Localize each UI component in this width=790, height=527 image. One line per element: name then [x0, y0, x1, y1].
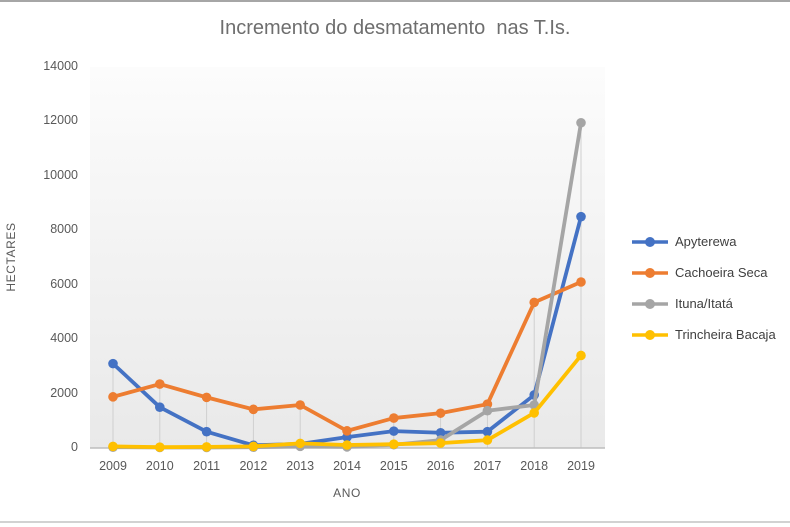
marker-cachoeira-seca-2014	[342, 426, 352, 436]
marker-cachoeira-seca-2018	[529, 297, 539, 308]
marker-cachoeira-seca-2011	[201, 392, 212, 403]
legend-item-cachoeira-seca: Cachoeira Seca	[631, 257, 776, 288]
legend-marker-cachoeira-seca-icon	[632, 267, 668, 278]
marker-ituna-itata-2019	[576, 117, 586, 128]
marker-trincheira-bacaja-2013	[295, 438, 306, 449]
legend-label-ituna-itata: Ituna/Itatá	[675, 296, 733, 311]
legend-marker-ituna-itata-icon	[632, 298, 668, 309]
marker-trincheira-bacaja-2015	[389, 439, 399, 449]
series-trincheira-bacaja	[108, 350, 586, 452]
legend-label-apyterewa: Apyterewa	[675, 234, 737, 249]
legend-item-trincheira-bacaja: Trincheira Bacaja	[631, 319, 776, 350]
x-tick-label-2010: 2010	[145, 459, 174, 473]
x-tick-label-2009: 2009	[99, 459, 127, 473]
y-tick-label-12000: 12000	[43, 113, 78, 128]
legend-marker-apyterewa-icon	[632, 236, 668, 247]
y-tick-label-0: 0	[71, 440, 78, 454]
x-axis-title: ANO	[333, 486, 361, 500]
x-tick-label-2013: 2013	[286, 459, 315, 473]
marker-trincheira-bacaja-2009	[108, 441, 118, 452]
x-tick-label-2017: 2017	[473, 459, 502, 473]
marker-apyterewa-2019	[576, 211, 586, 222]
legend-label-trincheira-bacaja: Trincheira Bacaja	[675, 327, 776, 342]
marker-trincheira-bacaja-2017	[482, 435, 493, 445]
legend-marker-trincheira-bacaja-icon	[632, 329, 668, 340]
marker-cachoeira-seca-2009	[108, 392, 118, 402]
y-tick-label-10000: 10000	[43, 167, 78, 182]
x-tick-label-2014: 2014	[333, 459, 361, 473]
marker-cachoeira-seca-2013	[295, 400, 306, 410]
marker-apyterewa-2010	[155, 402, 165, 412]
legend: Apyterewa Cachoeira Seca Ituna/Itatá Trinch…	[631, 226, 776, 350]
plot-background	[90, 67, 605, 448]
x-tick-label-2019: 2019	[567, 459, 595, 473]
marker-cachoeira-seca-2015	[389, 413, 399, 423]
chart-title: Incremento do desmatamento nas T.Is.	[219, 17, 571, 39]
marker-trincheira-bacaja-2014	[342, 440, 352, 450]
window-bottom-border	[0, 521, 790, 523]
legend-label-cachoeira-seca: Cachoeira Seca	[675, 265, 768, 280]
marker-cachoeira-seca-2019	[576, 277, 586, 287]
marker-cachoeira-seca-2012	[248, 404, 259, 415]
marker-trincheira-bacaja-2010	[155, 442, 165, 452]
marker-apyterewa-2011	[201, 426, 212, 437]
marker-apyterewa-2016	[435, 427, 446, 438]
y-tick-label-2000: 2000	[50, 385, 78, 400]
legend-item-ituna-itata: Ituna/Itatá	[631, 288, 776, 319]
marker-trincheira-bacaja-2012	[248, 441, 259, 452]
marker-cachoeira-seca-2016	[435, 408, 446, 418]
marker-cachoeira-seca-2010	[155, 379, 165, 389]
y-tick-label-14000: 14000	[43, 59, 78, 73]
legend-item-apyterewa: Apyterewa	[631, 226, 776, 257]
series-cachoeira-seca	[108, 277, 586, 436]
marker-trincheira-bacaja-2019	[576, 350, 586, 361]
window-top-border	[0, 0, 790, 2]
marker-trincheira-bacaja-2016	[435, 438, 446, 448]
x-tick-label-2012: 2012	[239, 459, 268, 473]
marker-apyterewa-2017	[482, 426, 493, 437]
marker-ituna-itata-2017	[482, 405, 493, 416]
x-tick-label-2011: 2011	[193, 459, 221, 473]
marker-trincheira-bacaja-2011	[201, 442, 212, 452]
marker-trincheira-bacaja-2018	[529, 408, 539, 418]
x-tick-label-2018: 2018	[520, 459, 549, 473]
y-tick-label-6000: 6000	[50, 276, 78, 291]
x-tick-label-2016: 2016	[426, 459, 455, 473]
marker-apyterewa-2015	[389, 426, 399, 436]
y-tick-label-4000: 4000	[50, 331, 78, 346]
marker-apyterewa-2009	[108, 358, 118, 369]
y-tick-label-8000: 8000	[50, 222, 78, 237]
x-tick-label-2015: 2015	[379, 459, 408, 473]
